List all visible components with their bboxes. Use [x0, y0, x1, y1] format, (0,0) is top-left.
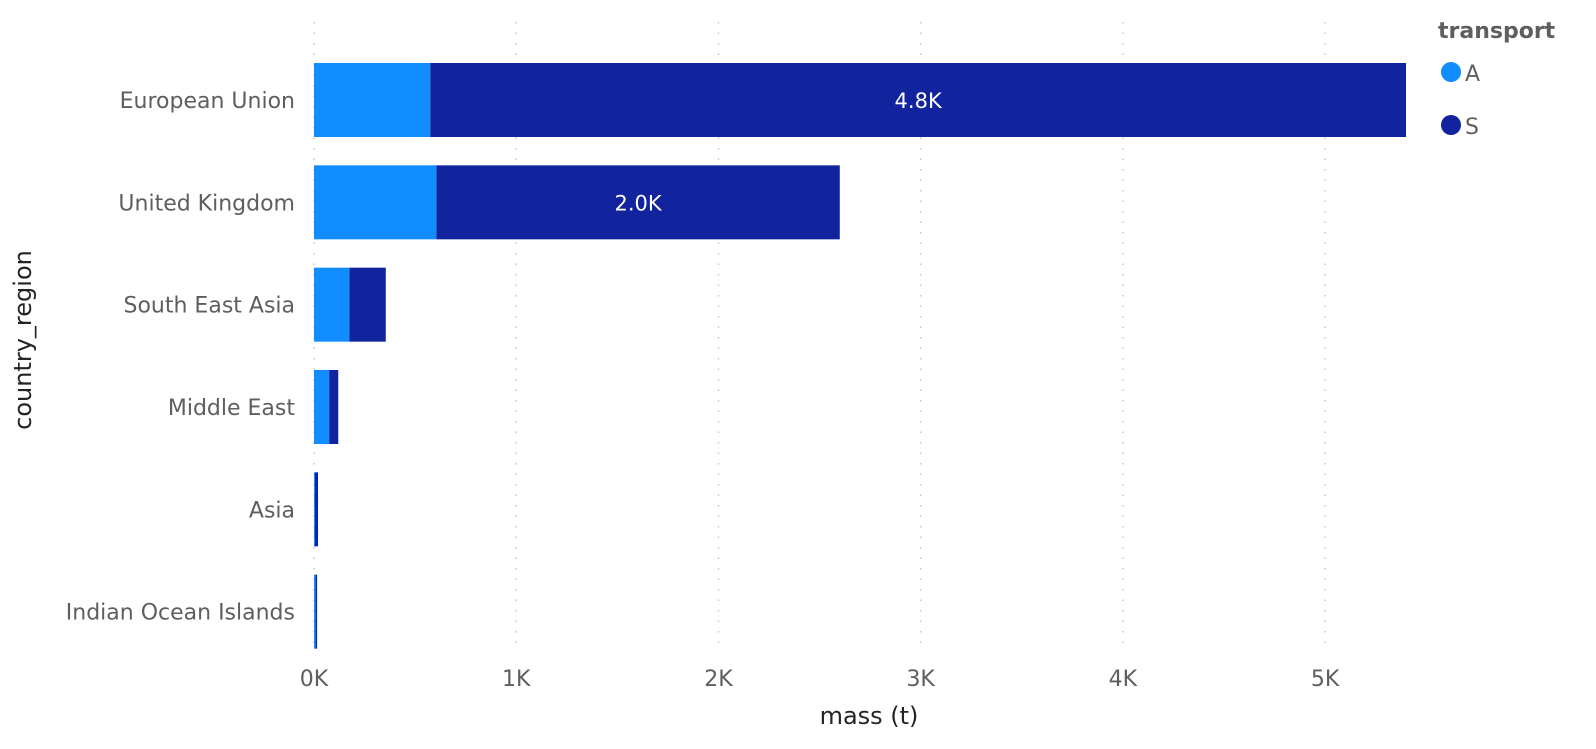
category-label: Asia — [249, 498, 295, 523]
legend-marker-icon — [1441, 115, 1461, 135]
x-tick-label: 0K — [300, 667, 329, 692]
bar-segment-a[interactable] — [314, 63, 430, 137]
legend-label: A — [1465, 62, 1480, 87]
bar-segment-s[interactable] — [316, 575, 318, 649]
bar-segment-s[interactable] — [349, 268, 385, 342]
category-label: United Kingdom — [118, 191, 295, 216]
x-tick-label: 4K — [1109, 667, 1138, 692]
category-label: Indian Ocean Islands — [66, 601, 295, 626]
value-axis: 0K 1K 2K 3K 4K 5K — [300, 667, 1340, 692]
category-label: European Union — [120, 89, 295, 114]
category-label: Middle East — [168, 396, 296, 421]
bar-segment-a[interactable] — [314, 575, 316, 649]
bar-segment-s[interactable] — [329, 370, 338, 444]
bars — [314, 63, 1406, 649]
legend-item-a[interactable]: A — [1441, 62, 1480, 87]
legend[interactable]: transport A S — [1438, 19, 1556, 140]
x-tick-label: 5K — [1311, 667, 1340, 692]
legend-marker-icon — [1441, 62, 1461, 82]
legend-item-s[interactable]: S — [1441, 115, 1479, 140]
x-tick-label: 3K — [906, 667, 935, 692]
bar-segment-a[interactable] — [314, 370, 329, 444]
y-axis-title: country_region — [9, 250, 37, 430]
category-label: South East Asia — [124, 294, 296, 319]
data-label: 4.8K — [895, 89, 943, 113]
legend-title: transport — [1438, 19, 1556, 44]
bar-segment-a[interactable] — [314, 165, 436, 239]
category-axis: European Union United Kingdom South East A… — [66, 89, 296, 626]
bar-segment-a[interactable] — [314, 268, 349, 342]
data-label: 2.0K — [614, 191, 662, 215]
x-tick-label: 1K — [502, 667, 531, 692]
bar-segment-s[interactable] — [315, 472, 318, 546]
x-tick-label: 2K — [704, 667, 733, 692]
legend-label: S — [1465, 115, 1479, 140]
x-axis-title: mass (t) — [820, 702, 919, 730]
